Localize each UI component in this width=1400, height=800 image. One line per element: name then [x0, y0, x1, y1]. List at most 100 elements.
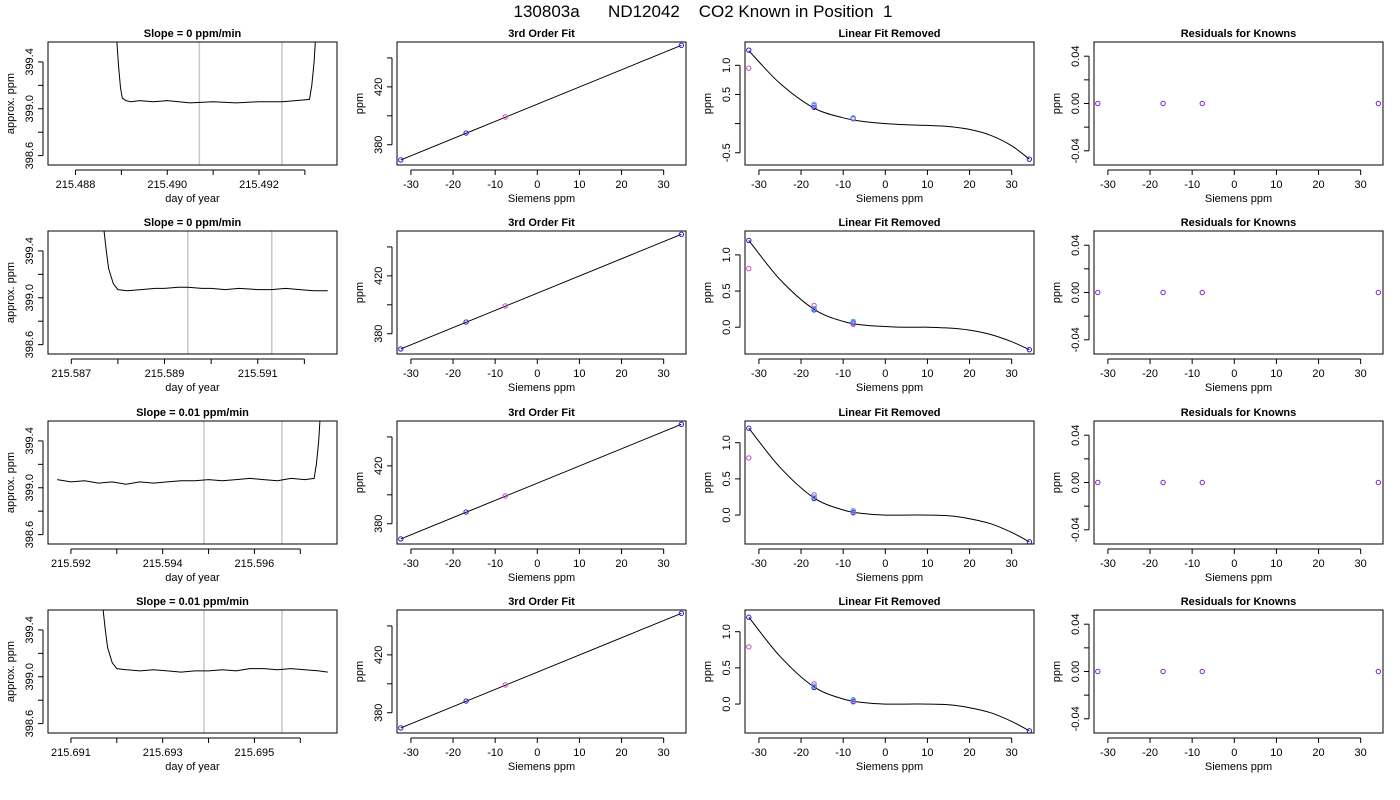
panel-r1-residuals: Residuals for Knowns -30 -20 -10 0 10 20 30 -0.0… — [1051, 217, 1384, 394]
panel-r1-residuals-x-tick-label: 30 — [1355, 368, 1367, 380]
panel-r2-residuals-x-label: Siemens ppm — [1205, 572, 1272, 584]
panel-r0-linear-removed-point — [850, 115, 856, 121]
panel-r2-fit-point — [398, 536, 404, 542]
panel-r3-linear-removed-x-tick-label: 30 — [1006, 747, 1018, 759]
panel-r0-linear-removed-point — [746, 47, 752, 53]
panel-r0-trace-x-tick-label: 215.488 — [56, 179, 96, 191]
panel-r0-linear-removed-point — [1026, 156, 1033, 162]
panel-r2-fit-y-tick-label: 380 — [373, 515, 385, 533]
panel-r0-residuals-point — [1095, 100, 1101, 107]
panel-r1-fit-fit-line — [400, 233, 682, 350]
panel-r3-residuals-point — [1160, 668, 1166, 675]
panel-r1-residuals-x-label: Siemens ppm — [1205, 382, 1272, 394]
panel-r2-residuals-point — [1199, 479, 1205, 486]
panel-r2-linear-removed-x-label: Siemens ppm — [856, 572, 923, 584]
panel-r3-trace-x-tick-label: 215.693 — [143, 747, 183, 759]
panel-r0-fit-x-tick-label: -10 — [487, 179, 503, 191]
panel-r2-linear-removed-x-tick-label: 10 — [921, 558, 933, 570]
panel-r3-trace-title: Slope = 0.01 ppm/min — [136, 596, 249, 608]
panel-r2-trace-frame — [47, 420, 338, 545]
panel-r0-trace-y-tick-label: 399.0 — [24, 95, 36, 123]
panel-r1-trace-x-label: day of year — [165, 382, 220, 394]
panel-r0-linear-removed-x-tick-label: -20 — [793, 179, 809, 191]
panel-r0-residuals-y-tick-label: 0.04 — [1070, 45, 1082, 66]
panel-r3-linear-removed-point — [811, 681, 817, 687]
panel-r0-residuals-x-tick-label: -30 — [1100, 179, 1116, 191]
panel-r3-residuals-y-label: ppm — [1051, 661, 1063, 682]
panel-r3-residuals-x-tick-label: -10 — [1184, 747, 1200, 759]
panel-r0-fit-y-tick-label: 420 — [373, 78, 385, 96]
panel-r2-residuals-y-tick-label: 0.04 — [1070, 424, 1082, 445]
panel-r0-trace: Slope = 0 ppm/min 215.488 215.490 215.492 39… — [5, 28, 338, 205]
panel-r2-linear-removed-plot-area — [748, 427, 1030, 543]
panel-r3-fit-x-tick-label: -20 — [445, 747, 461, 759]
panel-r0-fit-x-tick-label: 30 — [658, 179, 670, 191]
panel-r2-trace-x-label: day of year — [165, 572, 220, 584]
panel-r2-trace-y-label: approx. ppm — [5, 452, 17, 513]
panel-r1-trace-x-tick-label: 215.587 — [51, 368, 91, 380]
panel-r2-linear-removed-y-label: ppm — [702, 472, 714, 493]
panel-r0-linear-removed-y-label: ppm — [702, 93, 714, 114]
panel-r2-trace-title: Slope = 0.01 ppm/min — [136, 407, 249, 419]
figure-title: 130803a ND12042 CO2 Known in Position 1 — [514, 2, 893, 21]
panel-r1-linear-removed-y-tick-label: 1.0 — [721, 247, 733, 262]
panel-r0-linear-removed-fit-curve — [748, 50, 1030, 160]
panel-r3-linear-removed-x-tick-label: -10 — [835, 747, 851, 759]
panel-r0-fit-point — [398, 157, 404, 163]
panel-r0-trace-trace-line — [116, 42, 316, 104]
panel-r0-trace-x-tick-label: 215.490 — [147, 179, 187, 191]
panel-r3-linear-removed-point — [746, 614, 752, 620]
panel-r1-fit-x-tick-label: 20 — [615, 368, 627, 380]
panel-r0-residuals: Residuals for Knowns -30 -20 -10 0 10 20 30 -0.0… — [1051, 28, 1384, 205]
panel-r1-linear-removed-y-tick-label: 0.0 — [721, 320, 733, 335]
panel-r1-linear-removed-x-label: Siemens ppm — [856, 382, 923, 394]
panel-r1-residuals-x-tick-label: 20 — [1312, 368, 1324, 380]
panel-r2-linear-removed-fit-curve — [748, 427, 1030, 543]
panel-r1-trace-plot-area — [103, 231, 328, 354]
panel-r1-fit-x-tick-label: 30 — [658, 368, 670, 380]
panel-r2-residuals-x-tick-label: -20 — [1142, 558, 1158, 570]
panel-r0-residuals-x-label: Siemens ppm — [1205, 193, 1272, 205]
panel-r3-trace-y-label: approx. ppm — [5, 641, 17, 702]
panel-r0-linear-removed: Linear Fit Removed -30 -20 -10 0 10 20 30 -0.5 0.… — [702, 28, 1035, 205]
panel-r3-trace-frame — [47, 609, 338, 734]
panel-r2-residuals-frame — [1093, 420, 1384, 545]
panel-r3-trace-trace-line — [102, 610, 328, 673]
panel-r0-linear-removed-x-tick-label: 0 — [882, 179, 888, 191]
panel-r3-fit-y-tick-label: 420 — [373, 646, 385, 664]
panel-r3-residuals-point — [1375, 668, 1382, 675]
panel-r2-residuals-x-tick-label: -30 — [1100, 558, 1116, 570]
panel-r1-fit-point — [678, 231, 685, 238]
panel-r0-residuals-x-tick-label: -20 — [1142, 179, 1158, 191]
panel-r2-trace-y-tick-label: 399.4 — [24, 427, 36, 455]
panel-r0-residuals-point — [1375, 100, 1382, 107]
panel-r0-fit-point — [678, 42, 685, 49]
panel-r3-linear-removed-x-tick-label: 10 — [921, 747, 933, 759]
panel-r0-residuals-point — [1199, 100, 1205, 107]
panel-r1-linear-removed-x-tick-label: -10 — [835, 368, 851, 380]
panel-r0-fit-y-tick-label: 380 — [373, 136, 385, 154]
panel-r2-residuals-x-tick-label: 30 — [1355, 558, 1367, 570]
panel-r1-residuals-x-tick-label: -20 — [1142, 368, 1158, 380]
panel-r0-fit-y-label: ppm — [354, 93, 366, 114]
panel-r0-trace-x-tick-label: 215.492 — [239, 179, 279, 191]
panel-r1-fit-y-label: ppm — [354, 282, 366, 303]
panel-r0-linear-removed-y-tick-label: 0.5 — [721, 87, 733, 102]
panel-r0-trace-plot-area — [116, 42, 316, 165]
panel-r0-fit-plot-area — [400, 44, 682, 161]
panel-r2-linear-removed-frame — [744, 420, 1035, 545]
panel-r3-trace-y-tick-label: 398.6 — [24, 710, 36, 738]
panel-r0-trace-y-tick-label: 399.4 — [24, 48, 36, 76]
panel-r0-fit-x-tick-label: 0 — [534, 179, 540, 191]
panel-r1-residuals-point — [1199, 289, 1205, 296]
panel-r1-fit-point — [502, 303, 508, 309]
panel-r2-fit-point — [463, 509, 469, 515]
panel-r3-linear-removed-fit-curve — [748, 616, 1030, 732]
panel-r2-linear-removed-x-tick-label: 30 — [1006, 558, 1018, 570]
panel-r0-linear-removed-title: Linear Fit Removed — [838, 28, 940, 40]
panel-r1-residuals-point — [1095, 289, 1101, 296]
panel-r3-trace-y-tick-label: 399.0 — [24, 663, 36, 691]
panel-r2-residuals-x-tick-label: -10 — [1184, 558, 1200, 570]
panel-r2-linear-removed-point — [850, 510, 856, 516]
panel-r2-linear-removed-point — [746, 425, 752, 431]
